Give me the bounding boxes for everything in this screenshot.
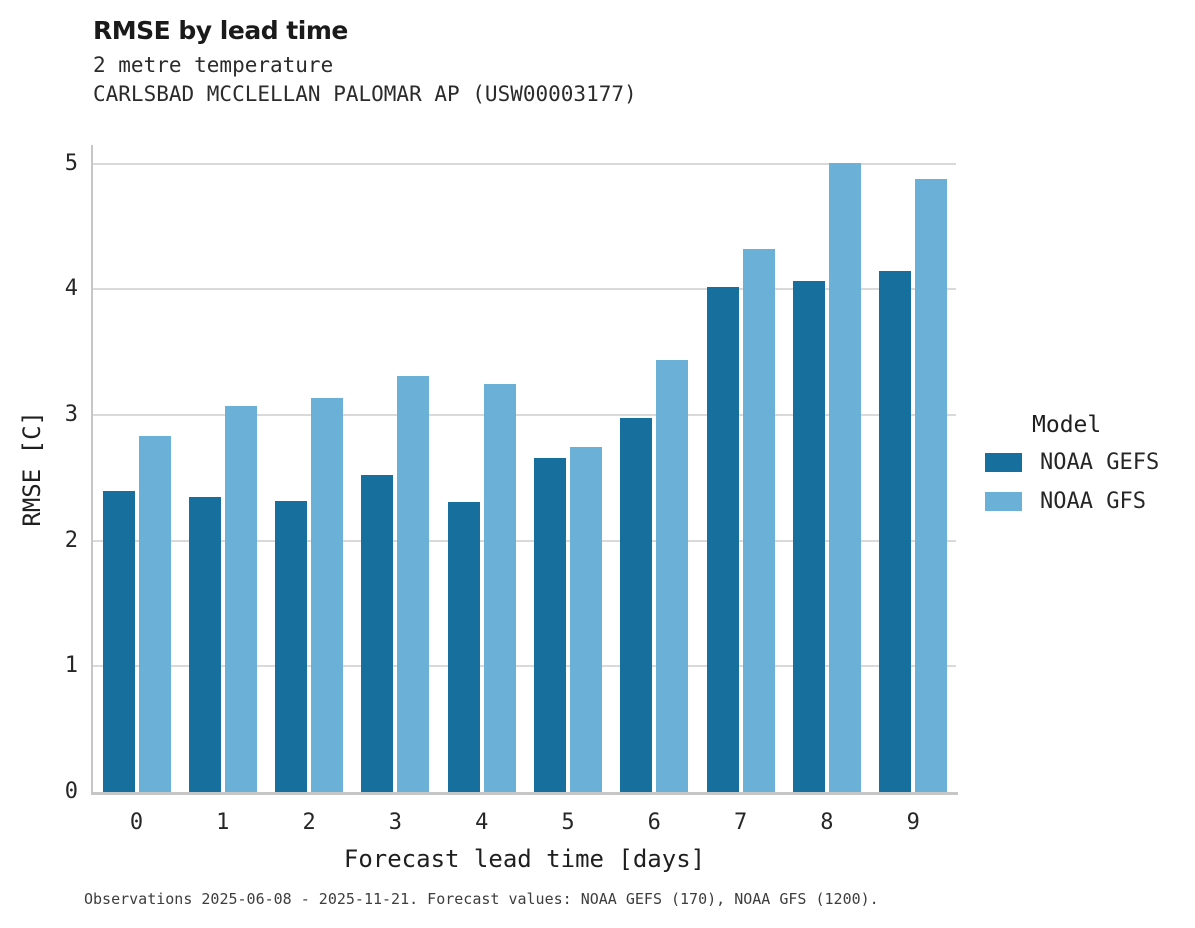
bar-noaa-gefs-lead-5 — [534, 457, 566, 792]
x-tick-label-5: 5 — [561, 810, 575, 835]
bar-noaa-gefs-lead-0 — [102, 490, 135, 792]
x-tick-label-3: 3 — [388, 810, 403, 835]
bar-noaa-gfs-lead-4 — [483, 383, 516, 792]
chart-title: RMSE by lead time — [93, 16, 348, 45]
gridline-y-1 — [93, 665, 956, 668]
chart-legend: Model NOAA GEFS NOAA GFS — [985, 412, 1195, 528]
bar-noaa-gfs-lead-6 — [656, 359, 689, 792]
x-tick-label-4: 4 — [475, 810, 489, 835]
bar-noaa-gefs-lead-4 — [447, 501, 480, 792]
bar-noaa-gefs-lead-6 — [620, 417, 653, 792]
legend-label-noaa-gefs: NOAA GEFS — [1040, 450, 1160, 475]
bar-noaa-gefs-lead-9 — [879, 270, 912, 792]
x-tick-label-6: 6 — [647, 810, 661, 835]
legend-swatch-noaa-gfs — [985, 492, 1022, 511]
x-tick-label-9: 9 — [906, 810, 920, 835]
gridline-y-2 — [93, 539, 956, 542]
y-tick-label-5: 5 — [64, 150, 78, 176]
x-tick-label-7: 7 — [733, 810, 748, 835]
y-tick-label-1: 1 — [64, 653, 78, 679]
gridline-y-5 — [93, 162, 956, 165]
legend-swatch-noaa-gefs — [985, 453, 1022, 472]
bar-noaa-gefs-lead-2 — [275, 500, 308, 792]
bar-noaa-gefs-lead-1 — [188, 496, 221, 792]
x-tick-label-0: 0 — [129, 810, 144, 835]
bar-noaa-gfs-lead-7 — [742, 249, 775, 792]
x-axis-title: Forecast lead time [days] — [343, 845, 706, 873]
bar-noaa-gfs-lead-8 — [828, 162, 861, 792]
bar-noaa-gfs-lead-3 — [397, 376, 430, 792]
x-axis-spine — [91, 792, 958, 795]
legend-label-noaa-gfs: NOAA GFS — [1040, 489, 1146, 514]
y-tick-label-0: 0 — [64, 779, 78, 804]
bar-noaa-gfs-lead-1 — [224, 406, 257, 792]
y-tick-label-3: 3 — [64, 402, 78, 428]
gridline-y-4 — [93, 288, 956, 291]
legend-item-noaa-gfs: NOAA GFS — [985, 489, 1195, 514]
bar-noaa-gfs-lead-0 — [138, 436, 171, 792]
y-tick-label-4: 4 — [64, 276, 78, 302]
bar-noaa-gfs-lead-2 — [311, 397, 344, 792]
title-block: RMSE by lead time 2 metre temperature CA… — [93, 16, 637, 109]
x-tick-label-2: 2 — [302, 810, 316, 835]
gridline-y-3 — [93, 414, 956, 417]
x-tick-label-8: 8 — [820, 810, 834, 835]
y-tick-label-2: 2 — [64, 527, 78, 553]
x-tick-label-1: 1 — [216, 810, 230, 835]
bar-noaa-gefs-lead-3 — [361, 475, 394, 792]
legend-title: Model — [1032, 412, 1102, 438]
bar-noaa-gefs-lead-7 — [706, 286, 739, 792]
bar-noaa-gfs-lead-9 — [915, 178, 948, 792]
y-axis-title-text: RMSE [C] — [18, 410, 46, 527]
y-axis-spine — [91, 145, 93, 794]
chart-subtitle-station: CARLSBAD MCCLELLAN PALOMAR AP (USW000031… — [93, 82, 637, 106]
legend-item-noaa-gefs: NOAA GEFS — [985, 450, 1195, 475]
bar-noaa-gefs-lead-8 — [792, 280, 825, 792]
y-axis-title: RMSE [C] — [2, 145, 62, 792]
chart-subtitle-variable: 2 metre temperature — [93, 53, 334, 77]
footnote-caption: Observations 2025-06-08 - 2025-11-21. Fo… — [84, 890, 879, 908]
bar-noaa-gfs-lead-5 — [570, 446, 602, 792]
plot-area — [93, 145, 956, 792]
